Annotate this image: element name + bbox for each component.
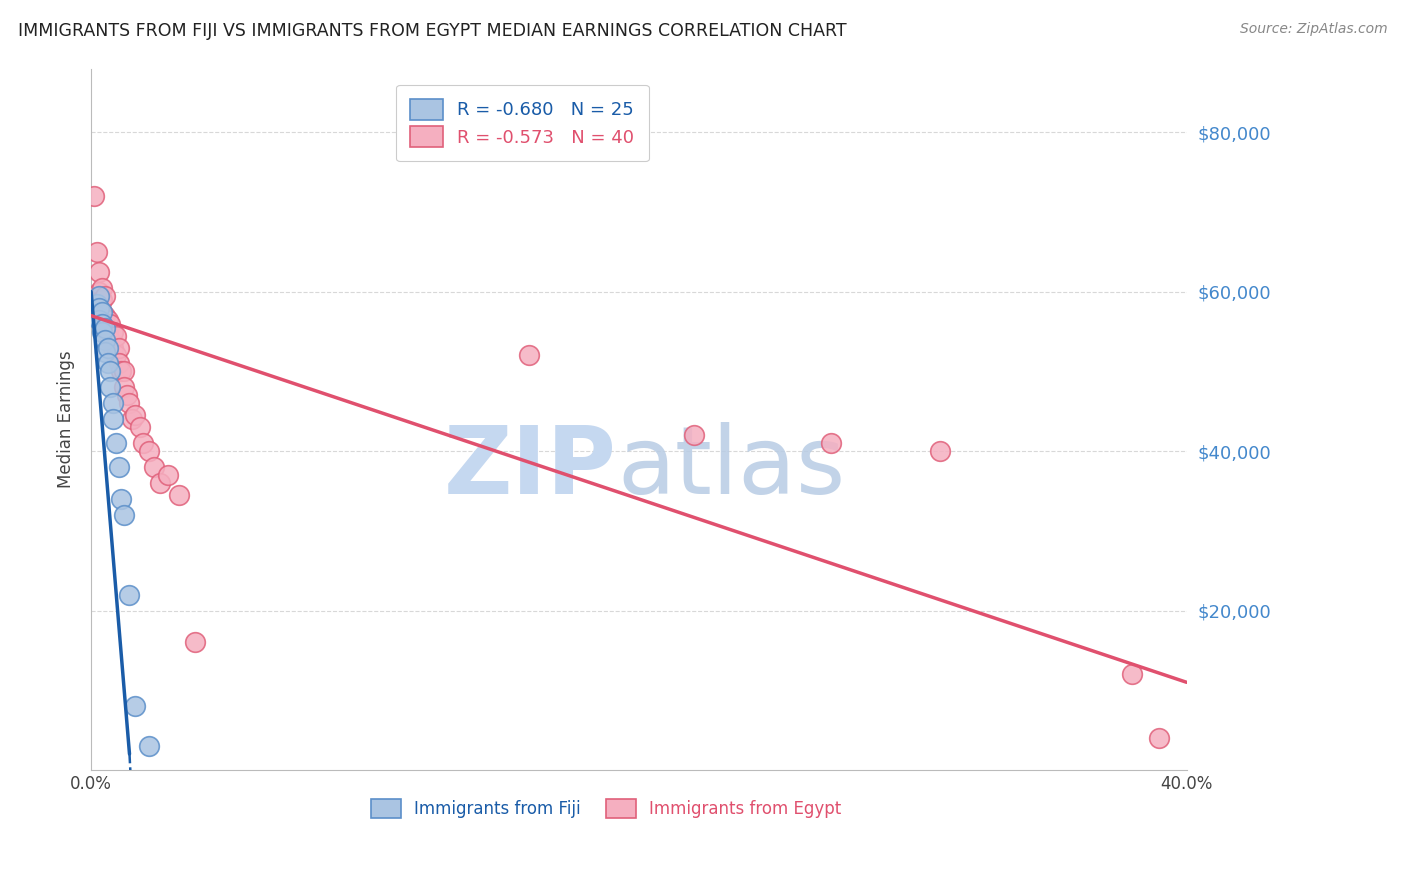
Text: atlas: atlas xyxy=(617,423,845,515)
Point xyxy=(115,388,138,402)
Point xyxy=(98,317,121,331)
Point xyxy=(83,189,105,203)
Point xyxy=(89,301,111,315)
Point xyxy=(101,412,124,426)
Point xyxy=(129,420,152,434)
Legend: Immigrants from Fiji, Immigrants from Egypt: Immigrants from Fiji, Immigrants from Eg… xyxy=(364,792,848,825)
Point xyxy=(89,285,111,299)
Point xyxy=(89,265,111,279)
Point xyxy=(98,333,121,347)
Point xyxy=(124,409,146,423)
Point xyxy=(132,436,155,450)
Point xyxy=(91,293,114,307)
Point xyxy=(143,460,166,475)
Point xyxy=(89,312,111,326)
Point xyxy=(110,364,132,378)
Y-axis label: Median Earnings: Median Earnings xyxy=(58,351,75,488)
Text: ZIP: ZIP xyxy=(444,423,617,515)
Point xyxy=(104,349,127,363)
Point xyxy=(86,309,108,323)
Point xyxy=(97,356,120,370)
Point xyxy=(98,380,121,394)
Point xyxy=(167,488,190,502)
Point xyxy=(124,699,146,714)
Point xyxy=(184,635,207,649)
Point xyxy=(104,436,127,450)
Point xyxy=(517,349,540,363)
Point xyxy=(682,428,704,442)
Point xyxy=(156,468,179,483)
Point xyxy=(107,356,129,370)
Point xyxy=(97,325,120,339)
Point xyxy=(94,289,117,303)
Point xyxy=(121,412,143,426)
Point xyxy=(101,325,124,339)
Point xyxy=(820,436,842,450)
Point xyxy=(107,460,129,475)
Point xyxy=(91,317,114,331)
Point xyxy=(112,380,135,394)
Text: IMMIGRANTS FROM FIJI VS IMMIGRANTS FROM EGYPT MEDIAN EARNINGS CORRELATION CHART: IMMIGRANTS FROM FIJI VS IMMIGRANTS FROM … xyxy=(18,22,846,40)
Point xyxy=(101,341,124,355)
Point xyxy=(112,364,135,378)
Point xyxy=(107,341,129,355)
Point xyxy=(101,396,124,410)
Point xyxy=(104,328,127,343)
Point xyxy=(83,304,105,318)
Point xyxy=(1121,667,1143,681)
Point xyxy=(97,341,120,355)
Point xyxy=(91,304,114,318)
Point xyxy=(91,304,114,318)
Point xyxy=(98,364,121,378)
Point xyxy=(97,312,120,326)
Text: Source: ZipAtlas.com: Source: ZipAtlas.com xyxy=(1240,22,1388,37)
Point xyxy=(138,444,160,458)
Point xyxy=(86,296,108,310)
Point xyxy=(91,281,114,295)
Point xyxy=(112,508,135,522)
Point xyxy=(149,476,172,491)
Point xyxy=(1147,731,1170,745)
Point xyxy=(929,444,952,458)
Point xyxy=(91,325,114,339)
Point xyxy=(94,320,117,334)
Point xyxy=(118,396,141,410)
Point xyxy=(94,344,117,359)
Point xyxy=(118,588,141,602)
Point xyxy=(86,244,108,259)
Point xyxy=(110,491,132,506)
Point xyxy=(138,739,160,753)
Point xyxy=(94,333,117,347)
Point xyxy=(94,309,117,323)
Point xyxy=(89,289,111,303)
